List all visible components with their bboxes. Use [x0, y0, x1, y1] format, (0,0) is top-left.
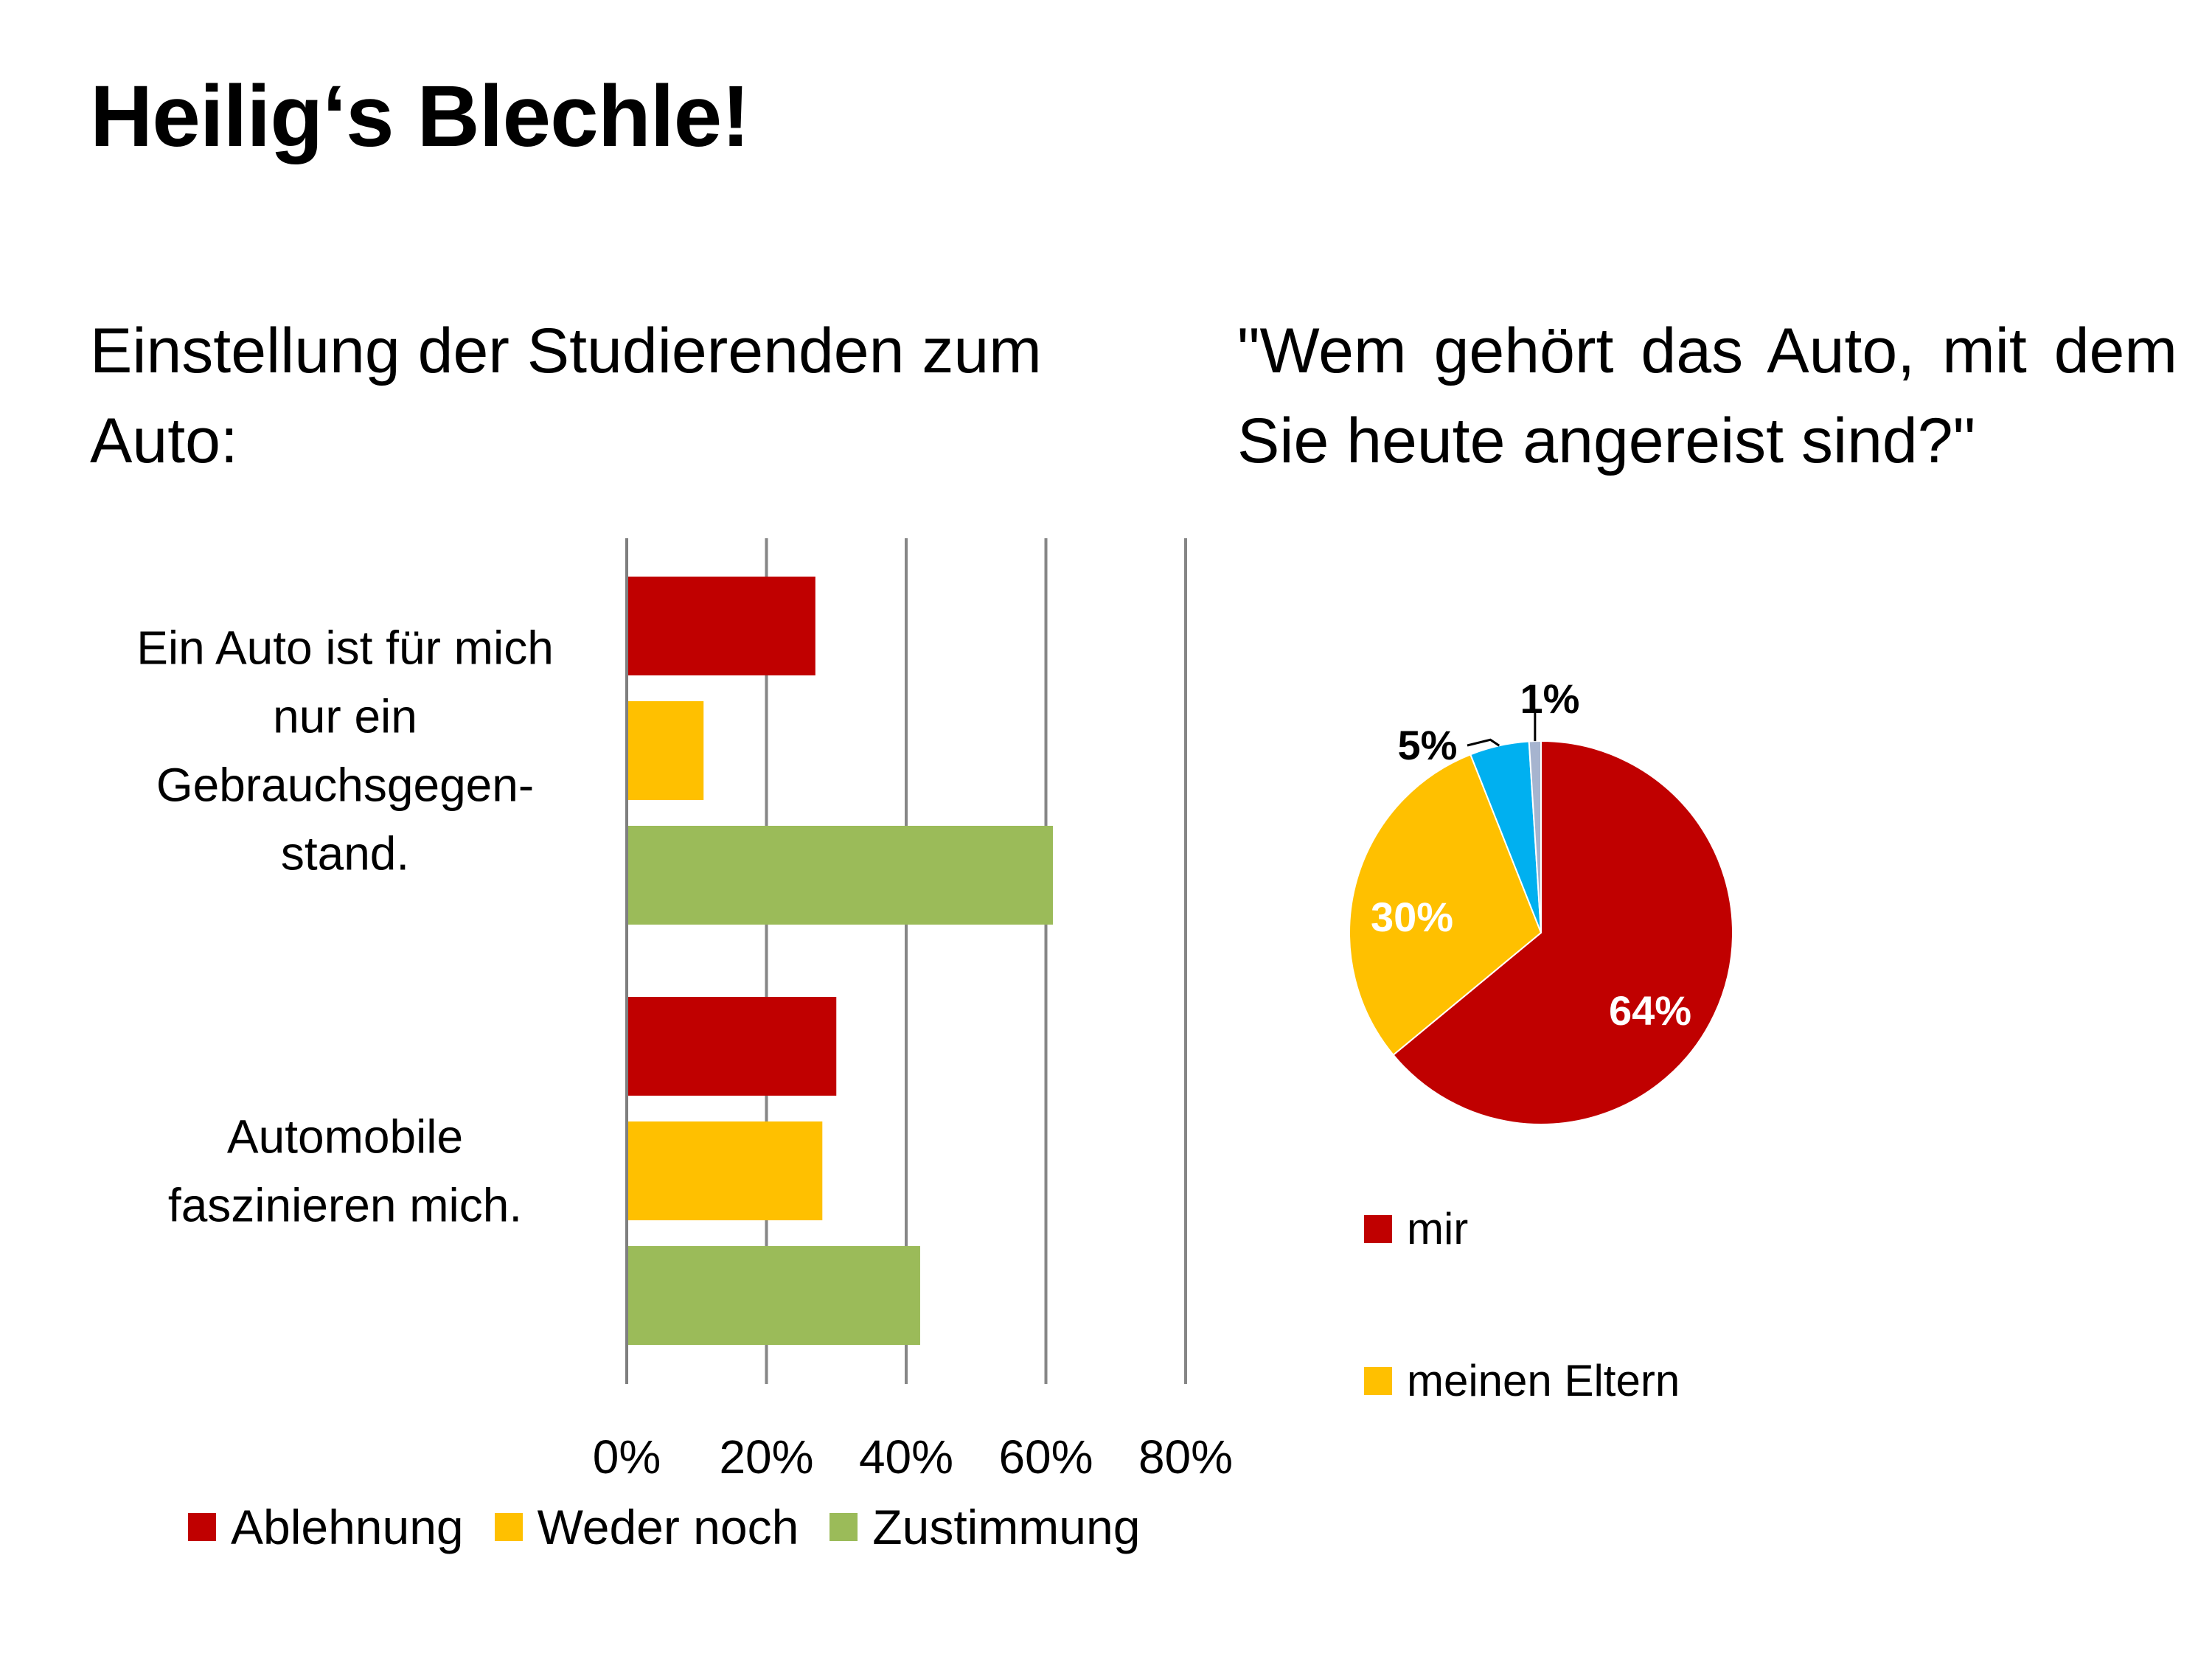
bar-category-label: nur ein — [273, 690, 417, 743]
pie-data-label: 1% — [1520, 675, 1580, 722]
pie-leader-line — [1467, 738, 1500, 747]
bar-zustimmung — [628, 826, 1053, 925]
bar-x-tick-label: 60% — [998, 1430, 1093, 1484]
bar-category-label: Automobile — [227, 1110, 463, 1164]
pie-chart-heading: "Wem gehört das Auto, mit dem Sie heute … — [1237, 316, 2177, 476]
legend-item-weder-noch: Weder noch — [494, 1499, 799, 1555]
pie-data-label: 5% — [1398, 722, 1458, 768]
legend-swatch-zustimmung — [830, 1513, 858, 1541]
bar-chart-heading: Einstellung der Studierenden zum Auto: — [90, 316, 1042, 476]
pie-legend-item-mir: mir — [1364, 1203, 1468, 1254]
pie-slice — [1392, 740, 1733, 1125]
legend-swatch-ablehnung — [188, 1513, 216, 1541]
bar-category-label: Gebrauchsgegen- — [156, 759, 534, 812]
bar-ablehnung — [628, 997, 837, 1096]
bar-x-tick-label: 0% — [593, 1430, 661, 1484]
slide-title: Heilig‘s Blechle! — [90, 68, 751, 165]
bar-weder-noch — [628, 1121, 823, 1220]
bar-x-tick-label: 40% — [859, 1430, 953, 1484]
pie-data-label: 64% — [1609, 987, 1691, 1034]
pie-legend-label-meinen-eltern: meinen Eltern — [1407, 1356, 1680, 1405]
bar-ablehnung — [628, 577, 815, 675]
bar-category-label: stand. — [281, 827, 409, 880]
pie-legend-swatch-meinen-eltern — [1364, 1366, 1392, 1395]
bar-weder-noch — [628, 701, 704, 800]
pie-legend-swatch-mir — [1364, 1214, 1392, 1243]
bar-category-label: Ein Auto ist für mich — [136, 622, 554, 675]
legend-item-ablehnung: Ablehnung — [188, 1499, 464, 1555]
pie-legend-label-mir: mir — [1407, 1204, 1469, 1253]
legend-swatch-weder-noch — [494, 1513, 523, 1541]
bar-zustimmung — [628, 1246, 920, 1345]
bar-x-tick-label: 20% — [719, 1430, 813, 1484]
legend-label-weder-noch: Weder noch — [537, 1500, 799, 1554]
pie-data-label: 30% — [1371, 894, 1453, 940]
legend-item-zustimmung: Zustimmung — [830, 1499, 1140, 1555]
legend-label-ablehnung: Ablehnung — [231, 1500, 464, 1554]
legend-label-zustimmung: Zustimmung — [872, 1500, 1141, 1554]
pie-slice — [1349, 753, 1543, 1057]
pie-legend-item-meinen-eltern: meinen Eltern — [1364, 1355, 1680, 1406]
bar-chart-legend: Ablehnung Weder noch Zustimmung — [188, 1499, 1171, 1555]
bar-x-tick-label: 80% — [1138, 1430, 1233, 1484]
bar-category-label: faszinieren mich. — [168, 1179, 522, 1232]
